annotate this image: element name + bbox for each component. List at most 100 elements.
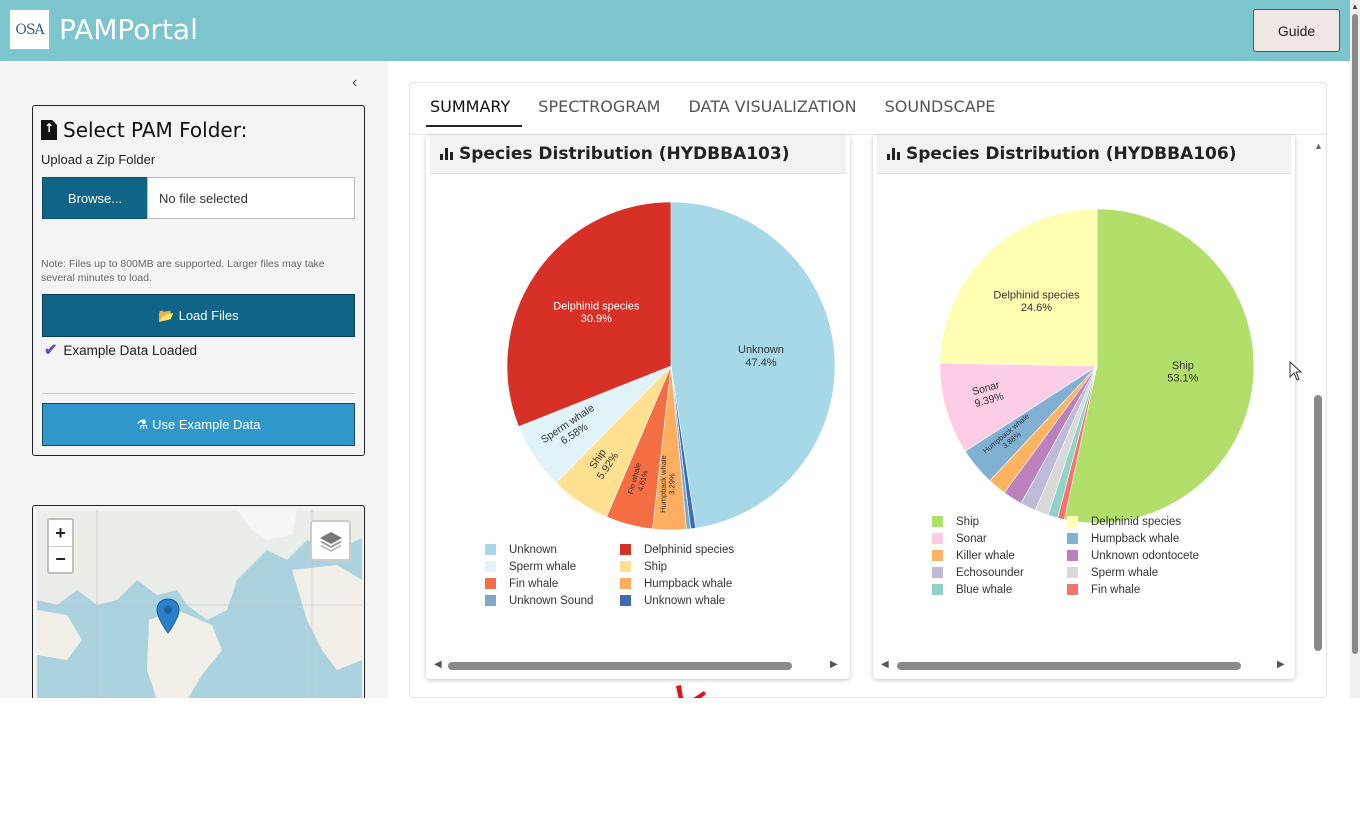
chart-card-header: Species Distribution (HYDBBA103) [430, 135, 846, 174]
zoom-in-button[interactable]: + [55, 522, 66, 543]
pie-chart-hydbba106: Ship 53.1%Humpback whale3.88%Sonar9.39%De… [932, 208, 1255, 596]
panel-title: Select PAM Folder: [41, 118, 247, 142]
pie-slice[interactable] [1064, 208, 1255, 524]
upload-label: Upload a Zip Folder [41, 152, 156, 167]
chart-horizontal-scrollbar[interactable]: ◀ ▶ [881, 659, 1285, 670]
legend-label[interactable]: Humpback whale [644, 578, 732, 590]
bar-chart-icon [887, 148, 900, 160]
legend-label[interactable]: Sonar [956, 533, 987, 545]
app-viewport: OSA PAMPortal Guide ‹ Select PAM Folder:… [0, 0, 1360, 698]
use-example-data-button[interactable]: ⚗ Use Example Data [42, 403, 355, 446]
osa-logo: OSA [9, 9, 50, 50]
pie-slice[interactable] [939, 208, 1098, 367]
chart-title: Species Distribution (HYDBBA106) [906, 144, 1237, 164]
chart-card-hydbba106: Species Distribution (HYDBBA106) Ship 53.… [873, 135, 1295, 679]
slice-label: Unknown 47.4% [738, 344, 784, 369]
layers-button[interactable] [310, 520, 351, 561]
pie-slice[interactable] [939, 362, 1098, 452]
main-panel: SUMMARY SPECTROGRAM DATA VISUALIZATION S… [409, 82, 1327, 698]
pie-slice[interactable] [670, 201, 836, 529]
legend-label[interactable]: Sperm whale [1091, 567, 1158, 579]
tab-soundscape[interactable]: SOUNDSCAPE [884, 97, 996, 116]
bar-chart-icon [440, 148, 453, 160]
zoom-control: + − [47, 518, 74, 574]
legend-swatch [485, 578, 496, 589]
legend-label[interactable]: Killer whale [956, 550, 1015, 562]
legend-label[interactable]: Fin whale [1091, 584, 1140, 596]
content-scrollbar[interactable]: ▲ [1311, 139, 1325, 659]
zoom-out-button[interactable]: − [49, 546, 72, 572]
window-scroll-thumb[interactable] [1352, 14, 1358, 654]
chart-horizontal-scrollbar[interactable]: ◀ ▶ [434, 659, 838, 670]
legend-swatch [485, 561, 496, 572]
load-status-text: Example Data Loaded [63, 342, 197, 358]
file-name-field[interactable]: No file selected [147, 177, 355, 219]
sidebar: ‹ Select PAM Folder: Upload a Zip Folder… [0, 61, 388, 698]
legend-swatch [620, 595, 631, 606]
legend-swatch [620, 544, 631, 555]
tab-summary[interactable]: SUMMARY [426, 83, 523, 127]
scroll-up-icon[interactable]: ▲ [1314, 141, 1323, 151]
flask-icon: ⚗ [136, 416, 149, 432]
legend-label[interactable]: Ship [956, 516, 979, 528]
panel-title-text: Select PAM Folder: [63, 118, 248, 142]
legend-label[interactable]: Unknown Sound [509, 595, 593, 607]
use-example-label: Use Example Data [152, 417, 261, 432]
legend-swatch [1067, 550, 1078, 561]
app-title: PAMPortal [59, 13, 198, 46]
legend-label[interactable]: Delphinid species [644, 544, 734, 556]
legend-label[interactable]: Humpback whale [1091, 533, 1179, 545]
tab-spectrogram[interactable]: SPECTROGRAM [538, 97, 661, 116]
legend-swatch [932, 567, 943, 578]
legend-swatch [485, 595, 496, 606]
window-scroll-up-icon[interactable]: ▲ [1351, 2, 1359, 11]
pie-chart-hydbba103: Unknown 47.4% Humpback whale3.29% Fin whale… [485, 201, 836, 607]
folder-open-icon: 📂 [158, 307, 175, 323]
layers-icon [319, 531, 342, 552]
slice-label: Humpback whale3.29% [659, 455, 677, 513]
red-checkmark-icon [676, 685, 706, 698]
map-tiles [37, 510, 362, 698]
legend-swatch [620, 578, 631, 589]
slice-label: Delphinid species 30.9% [553, 300, 640, 325]
tab-bar: SUMMARY SPECTROGRAM DATA VISUALIZATION S… [410, 83, 1326, 135]
legend-label[interactable]: Fin whale [509, 578, 558, 590]
chevron-left-icon[interactable]: ‹ [352, 74, 358, 91]
legend-label[interactable]: Ship [644, 561, 667, 573]
legend-swatch [932, 533, 943, 544]
load-status: ✔ Example Data Loaded [44, 340, 197, 360]
legend-swatch [932, 584, 943, 595]
app-header: OSA PAMPortal Guide [0, 0, 1350, 61]
scroll-thumb[interactable] [1314, 395, 1322, 651]
map-panel: + − [32, 505, 365, 698]
load-files-button[interactable]: 📂 Load Files [42, 294, 355, 337]
chart-card-header: Species Distribution (HYDBBA106) [877, 135, 1291, 174]
window-scrollbar[interactable]: ▲ [1350, 0, 1360, 698]
legend-label[interactable]: Unknown odontocete [1091, 550, 1199, 562]
legend-label[interactable]: Unknown [509, 544, 557, 556]
legend-swatch [932, 550, 943, 561]
legend-swatch [1067, 567, 1078, 578]
chart-title: Species Distribution (HYDBBA103) [459, 144, 790, 164]
legend-label[interactable]: Delphinid species [1091, 516, 1181, 528]
legend-label[interactable]: Unknown whale [644, 595, 725, 607]
map-marker-icon[interactable] [155, 598, 181, 634]
legend-swatch [485, 544, 496, 555]
chart-card-hydbba103: Species Distribution (HYDBBA103) Unknown… [426, 135, 850, 679]
legend-label[interactable]: Echosounder [956, 567, 1024, 579]
check-icon: ✔ [44, 342, 58, 359]
file-upload-icon [41, 120, 57, 140]
legend-swatch [1067, 516, 1078, 527]
location-map[interactable]: + − [37, 510, 362, 698]
slice-label: Ship 53.1% [1167, 360, 1198, 385]
legend-label[interactable]: Sperm whale [509, 561, 576, 573]
slice-label: Delphinid species 24.6% [993, 289, 1080, 314]
legend-label[interactable]: Blue whale [956, 584, 1012, 596]
legend-swatch [932, 516, 943, 527]
pie-slice[interactable] [506, 201, 672, 427]
browse-button[interactable]: Browse... [42, 177, 148, 219]
guide-button[interactable]: Guide [1253, 9, 1340, 52]
tab-data-visualization[interactable]: DATA VISUALIZATION [688, 97, 857, 116]
load-files-label: Load Files [178, 308, 239, 323]
panel-divider [42, 393, 355, 394]
